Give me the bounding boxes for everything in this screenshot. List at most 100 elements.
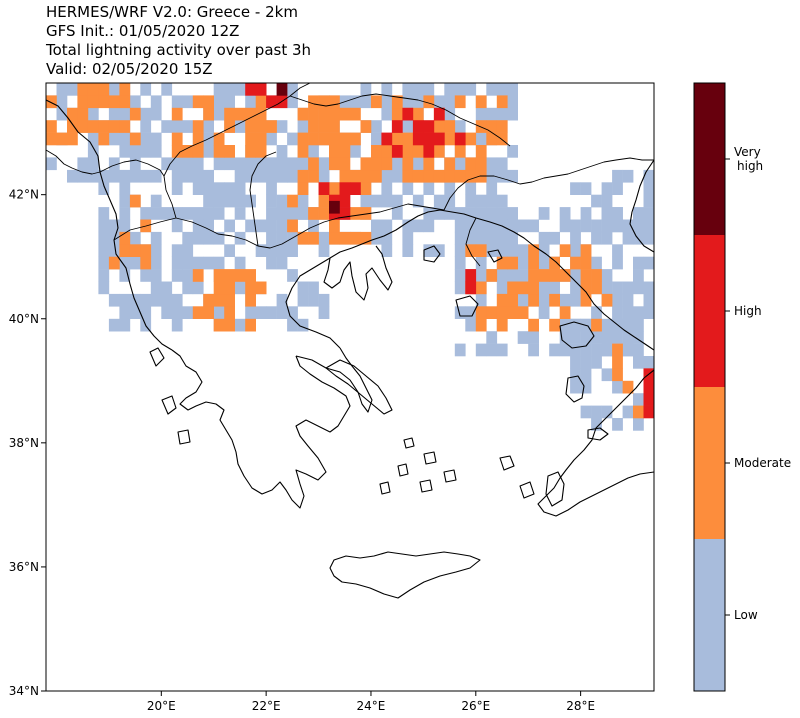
lightning-cell bbox=[402, 169, 414, 183]
lightning-cell bbox=[444, 132, 456, 146]
lightning-cell bbox=[182, 169, 194, 183]
lightning-cell bbox=[297, 182, 309, 195]
lightning-cell bbox=[308, 157, 319, 171]
lightning-cell bbox=[601, 368, 613, 382]
lightning-cell bbox=[224, 269, 235, 282]
lightning-cell bbox=[171, 157, 183, 171]
lightning-cell bbox=[140, 306, 152, 319]
latitude-ticks: 34°N 36°N 38°N 40°N 42°N bbox=[9, 188, 46, 698]
lightning-cell bbox=[433, 132, 445, 146]
lightning-cell bbox=[360, 169, 372, 183]
lightning-cell bbox=[402, 132, 414, 146]
lightning-cell bbox=[475, 293, 487, 307]
lightning-cell bbox=[245, 269, 256, 282]
lightning-cell bbox=[454, 219, 466, 233]
lightning-cell bbox=[276, 145, 288, 158]
lightning-cell bbox=[266, 207, 277, 220]
lightning-cell bbox=[213, 281, 225, 295]
lightning-cell bbox=[486, 194, 498, 208]
lightning-cell bbox=[98, 244, 110, 257]
lightning-cell bbox=[381, 194, 393, 208]
lightning-cell bbox=[192, 132, 204, 146]
crete-coastline bbox=[329, 551, 481, 599]
lightning-cell bbox=[423, 169, 435, 183]
lightning-cell bbox=[454, 343, 466, 357]
lightning-cell bbox=[517, 281, 529, 295]
lightning-cell bbox=[308, 107, 319, 121]
lightning-cell bbox=[433, 107, 445, 121]
lightning-cell bbox=[423, 182, 435, 195]
lightning-cell bbox=[87, 120, 99, 133]
lightning-cell bbox=[339, 194, 351, 208]
lightning-cell bbox=[308, 169, 319, 183]
lightning-cell bbox=[245, 169, 256, 183]
lightning-cell bbox=[276, 219, 288, 233]
lightning-cell bbox=[46, 95, 57, 109]
black-sea-coastline bbox=[629, 159, 654, 253]
lightning-cell bbox=[496, 231, 508, 245]
lightning-cell bbox=[507, 231, 518, 245]
lightning-cell bbox=[549, 231, 560, 245]
lightning-cell bbox=[224, 219, 235, 233]
lightning-cell bbox=[213, 256, 225, 270]
lightning-cell bbox=[507, 269, 518, 282]
lightning-cell bbox=[339, 157, 351, 171]
lightning-cell bbox=[559, 331, 571, 344]
lightning-cell bbox=[580, 281, 592, 295]
lightning-cell bbox=[528, 244, 539, 257]
lightning-cell bbox=[245, 157, 256, 171]
lightning-cell bbox=[475, 107, 487, 121]
lightning-cell bbox=[580, 256, 592, 270]
lightning-cell bbox=[570, 182, 581, 195]
lightning-cell bbox=[486, 244, 498, 257]
lightning-cell bbox=[570, 380, 581, 394]
lightning-cell bbox=[538, 244, 550, 257]
lightning-cell bbox=[591, 269, 602, 282]
lightning-cell bbox=[412, 169, 424, 183]
lightning-cell bbox=[496, 318, 508, 332]
lightning-cell bbox=[98, 207, 110, 220]
lightning-cell bbox=[56, 107, 68, 121]
lightning-cell bbox=[182, 231, 194, 245]
lightning-cell bbox=[538, 281, 550, 295]
lightning-cell bbox=[234, 256, 246, 270]
lightning-cell bbox=[129, 306, 141, 319]
lightning-cell bbox=[454, 269, 466, 282]
lightning-cell bbox=[350, 207, 361, 220]
lightning-cell bbox=[213, 231, 225, 245]
lightning-cell bbox=[234, 169, 246, 183]
lightning-cell bbox=[234, 157, 246, 171]
lightning-cell bbox=[360, 182, 372, 195]
lightning-cell bbox=[412, 219, 424, 233]
dodecanese-island-1 bbox=[499, 455, 515, 471]
lightning-cell bbox=[528, 256, 539, 270]
lightning-cell bbox=[119, 207, 131, 220]
lightning-cell bbox=[475, 318, 487, 332]
lightning-cell bbox=[119, 293, 131, 307]
lightning-cell bbox=[171, 107, 183, 121]
lightning-cell bbox=[465, 194, 477, 208]
lightning-cell bbox=[475, 244, 487, 257]
lightning-cell bbox=[119, 95, 131, 109]
lightning-cell bbox=[245, 95, 256, 109]
lightning-cell bbox=[465, 244, 477, 257]
lightning-cell bbox=[475, 343, 487, 357]
lightning-cell bbox=[192, 281, 204, 295]
lightning-cell bbox=[528, 219, 539, 233]
lightning-cell bbox=[391, 107, 403, 121]
lightning-cell bbox=[213, 269, 225, 282]
lightning-cell bbox=[234, 207, 246, 220]
lightning-cell bbox=[192, 256, 204, 270]
lightning-cell bbox=[507, 281, 518, 295]
lightning-cell bbox=[612, 356, 623, 369]
lightning-cell bbox=[496, 157, 508, 171]
lightning-cell bbox=[56, 132, 68, 146]
y-tick-label: 42°N bbox=[9, 188, 39, 202]
lightning-cell bbox=[224, 120, 235, 133]
lightning-cell bbox=[612, 331, 623, 344]
lightning-cell bbox=[580, 356, 592, 369]
lightning-cell bbox=[161, 281, 173, 295]
lightning-cell bbox=[119, 256, 131, 270]
lightning-cell bbox=[119, 219, 131, 233]
lightning-cell bbox=[329, 157, 340, 171]
